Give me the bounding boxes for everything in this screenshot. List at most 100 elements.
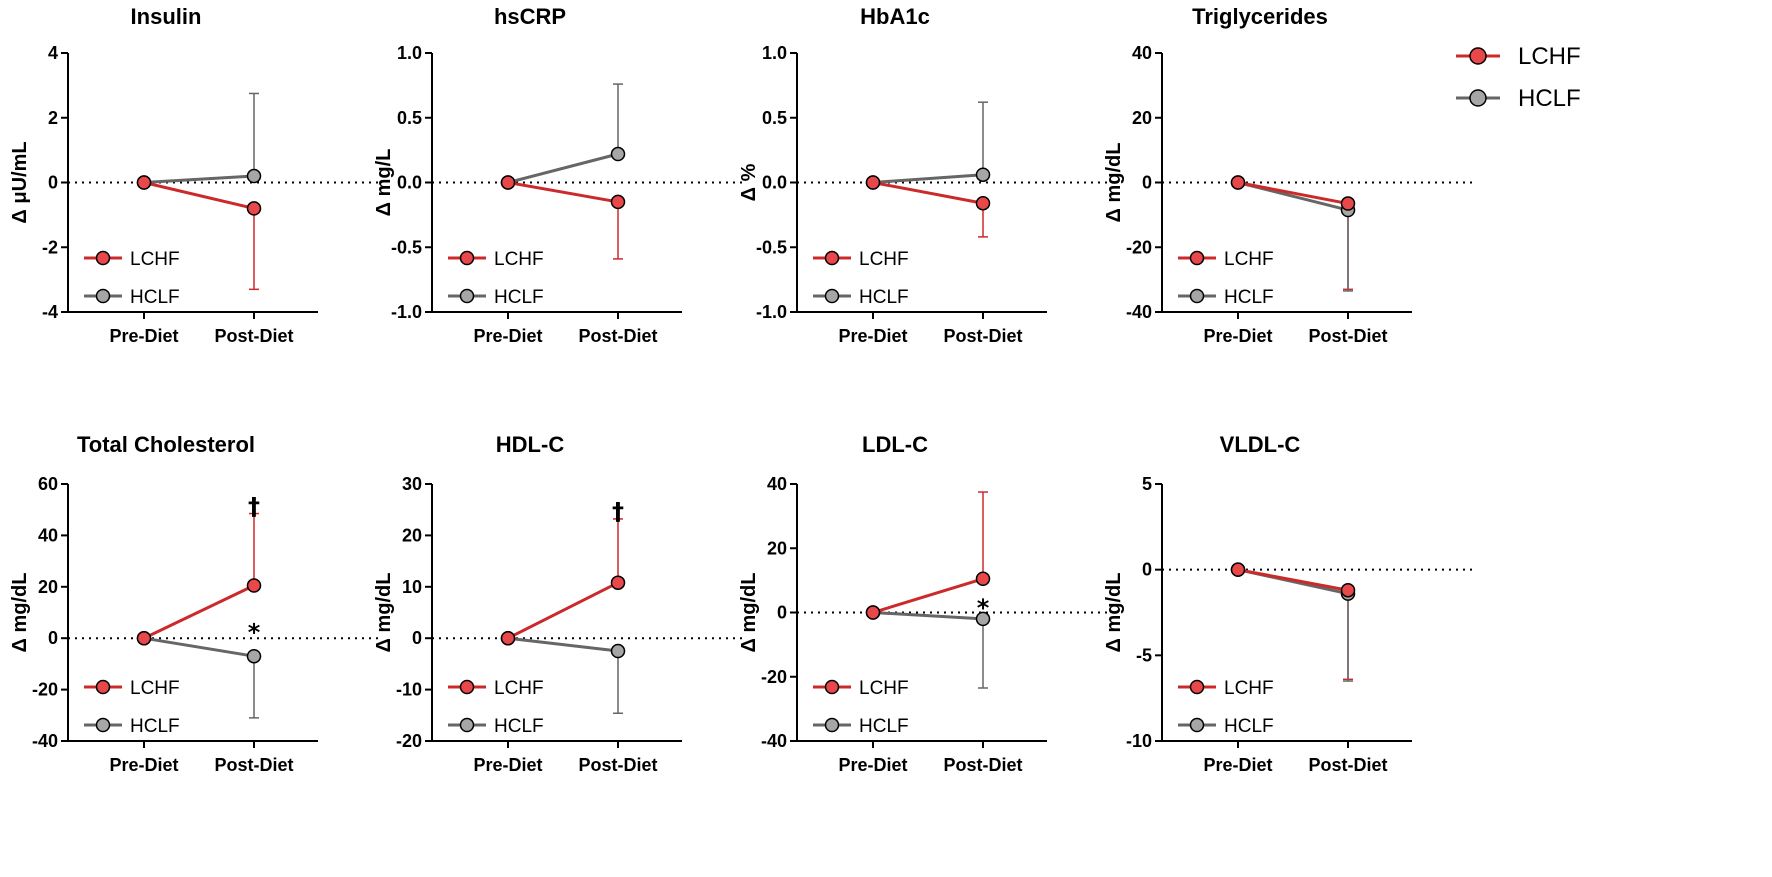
x-tick-label: Post-Diet xyxy=(1308,326,1387,346)
legend-marker-hclf xyxy=(459,288,475,304)
data-point-lchf xyxy=(610,194,626,210)
data-point-hclf xyxy=(246,648,262,664)
panel-ldl-c: LDL-C Δ mg/dL -40 -20 0 20 40 Pre-Diet Post-Diet… xyxy=(738,432,1107,775)
legend-label-lchf: LCHF xyxy=(130,678,180,699)
y-tick-label: 20 xyxy=(767,538,787,558)
series-line-hclf xyxy=(143,636,255,658)
y-tick-label: 0 xyxy=(48,173,58,193)
y-tick-label: -40 xyxy=(32,731,58,751)
x-tick-label: Post-Diet xyxy=(578,326,657,346)
x-tick-label: Post-Diet xyxy=(1308,755,1387,775)
y-axis-label: Δ % xyxy=(738,163,760,201)
legend-marker-hclf xyxy=(459,717,475,733)
significance-annotation: † xyxy=(612,498,624,526)
y-tick-label: 1.0 xyxy=(397,43,422,63)
y-tick-label: -1.0 xyxy=(391,302,422,322)
y-tick-label: 20 xyxy=(1132,108,1152,128)
legend-label-lchf: LCHF xyxy=(859,678,909,699)
x-tick-label: Post-Diet xyxy=(943,755,1022,775)
significance-annotation: * xyxy=(977,594,990,622)
data-point-lchf xyxy=(1230,175,1246,190)
y-tick-label: 2 xyxy=(48,108,58,128)
data-point-lchf xyxy=(1340,582,1356,598)
y-tick-label: 60 xyxy=(38,474,58,494)
y-tick-label: -0.5 xyxy=(391,237,422,257)
legend-label-hclf: HCLF xyxy=(1224,287,1274,308)
data-point-hclf xyxy=(610,643,626,659)
significance-annotation: * xyxy=(248,618,261,646)
data-point-lchf xyxy=(246,578,262,593)
series-line-hclf xyxy=(143,174,255,184)
data-point-lchf xyxy=(865,175,881,190)
x-tick-label: Pre-Diet xyxy=(1203,326,1272,346)
x-tick-label: Pre-Diet xyxy=(838,755,907,775)
legend-label-hclf: HCLF xyxy=(494,716,544,737)
legend-marker-hclf xyxy=(824,717,840,733)
legend-marker-lchf xyxy=(1189,679,1205,695)
y-axis-label: Δ mg/dL xyxy=(1103,573,1125,653)
legend-marker-lchf xyxy=(95,679,111,695)
series-line-hclf xyxy=(872,611,984,621)
significance-annotation: † xyxy=(248,493,260,521)
data-point-lchf xyxy=(136,175,152,190)
y-tick-label: -40 xyxy=(761,731,787,751)
legend-marker-lchf xyxy=(95,250,111,266)
x-tick-label: Pre-Diet xyxy=(1203,755,1272,775)
y-tick-label: -10 xyxy=(396,680,422,700)
y-tick-label: 40 xyxy=(38,525,58,545)
y-tick-label: -40 xyxy=(1126,302,1152,322)
x-tick-label: Post-Diet xyxy=(943,326,1022,346)
y-tick-label: -20 xyxy=(1126,237,1152,257)
legend-marker-hclf xyxy=(95,288,111,304)
series-line-hclf xyxy=(507,152,619,184)
x-tick-label: Pre-Diet xyxy=(109,326,178,346)
global-legend-marker-lchf xyxy=(1469,47,1487,65)
legend-label-hclf: HCLF xyxy=(1224,716,1274,737)
legend-marker-hclf xyxy=(824,288,840,304)
data-point-lchf xyxy=(1230,562,1246,577)
legend-label-lchf: LCHF xyxy=(1224,678,1274,699)
panel-title: LDL-C xyxy=(862,432,928,457)
legend-marker-lchf xyxy=(824,679,840,695)
data-point-lchf xyxy=(500,630,516,646)
y-tick-label: 40 xyxy=(1132,43,1152,63)
data-point-lchf xyxy=(975,571,991,587)
data-point-hclf xyxy=(975,167,991,182)
y-tick-label: -20 xyxy=(32,680,58,700)
x-tick-label: Post-Diet xyxy=(214,755,293,775)
y-tick-label: -20 xyxy=(396,731,422,751)
panel-insulin: Insulin Δ μU/mL -4 -2 0 2 4 Pre-Diet Post-Diet LC… xyxy=(9,4,378,346)
y-tick-label: -10 xyxy=(1126,731,1152,751)
y-axis-label: Δ mg/dL xyxy=(1103,143,1125,223)
panel-hdl-c: HDL-C Δ mg/dL -20 -10 0 10 20 30 Pre-Diet Post-Di… xyxy=(373,432,742,775)
panel-vldl-c: VLDL-C Δ mg/dL -10 -5 0 5 Pre-Diet Post-Diet LCH… xyxy=(1103,432,1472,775)
data-point-lchf xyxy=(1340,196,1356,211)
panel-title: HDL-C xyxy=(496,432,565,457)
y-tick-label: -20 xyxy=(761,667,787,687)
y-tick-label: 0.5 xyxy=(397,108,422,128)
panel-title: HbA1c xyxy=(860,4,930,29)
y-axis-label: Δ mg/dL xyxy=(738,573,760,653)
legend-label-lchf: LCHF xyxy=(494,678,544,699)
panel-title: VLDL-C xyxy=(1220,432,1301,457)
data-point-hclf xyxy=(246,168,262,184)
y-axis-label: Δ mg/dL xyxy=(9,573,31,653)
legend-label-hclf: HCLF xyxy=(859,287,909,308)
legend-marker-lchf xyxy=(1189,250,1205,266)
x-tick-label: Post-Diet xyxy=(214,326,293,346)
y-axis-label: Δ μU/mL xyxy=(9,141,31,223)
y-tick-label: 10 xyxy=(402,577,422,597)
panel-title: Insulin xyxy=(131,4,202,29)
global-legend-marker-hclf xyxy=(1469,89,1487,107)
y-tick-label: -0.5 xyxy=(756,237,787,257)
legend-marker-hclf xyxy=(95,717,111,733)
series-line-lchf xyxy=(507,581,619,640)
legend-label-lchf: LCHF xyxy=(1224,249,1274,270)
series-line-lchf xyxy=(1237,181,1349,206)
series-line-hclf xyxy=(507,636,619,653)
y-tick-label: -1.0 xyxy=(756,302,787,322)
legend-label-hclf: HCLF xyxy=(859,716,909,737)
series-line-hclf xyxy=(872,173,984,184)
y-tick-label: 0.5 xyxy=(762,108,787,128)
